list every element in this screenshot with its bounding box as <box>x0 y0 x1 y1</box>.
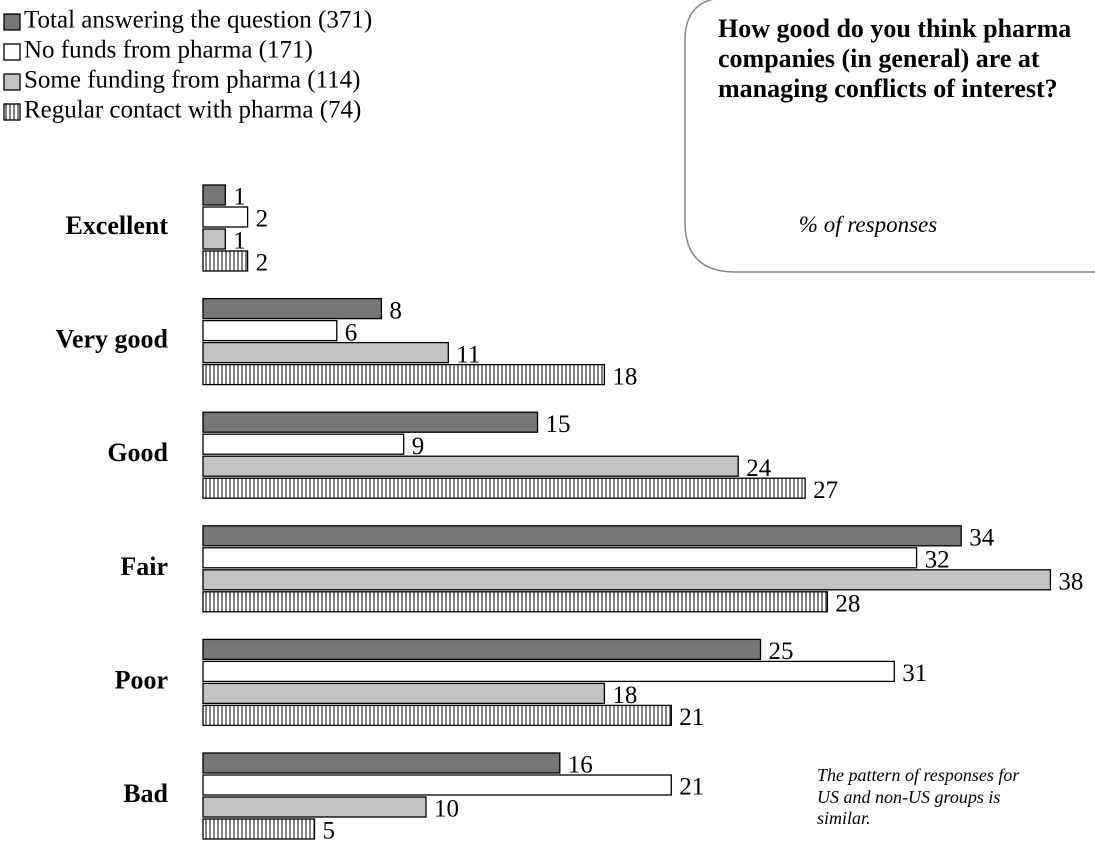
value-label: 1 <box>233 228 246 255</box>
value-label: 9 <box>412 433 425 460</box>
value-label: 1 <box>233 184 246 211</box>
bar <box>202 206 249 228</box>
bar <box>202 363 606 386</box>
chart-title: How good do you think pharma companies (… <box>718 14 1072 103</box>
bar <box>202 704 672 727</box>
bar <box>202 638 762 661</box>
value-label: 8 <box>389 297 402 324</box>
value-label: 31 <box>902 660 927 687</box>
value-label: 11 <box>456 341 480 368</box>
value-label: 24 <box>746 455 772 482</box>
legend-label: Some funding from pharma (114) <box>24 67 361 94</box>
value-label: 18 <box>612 682 637 709</box>
bar <box>202 818 316 840</box>
value-label: 21 <box>679 774 704 801</box>
bar <box>202 569 1052 591</box>
category-label: Poor <box>115 665 168 694</box>
category-label: Bad <box>123 779 168 808</box>
bar <box>202 682 606 705</box>
value-label: 15 <box>546 411 571 438</box>
category-label: Very good <box>56 325 169 354</box>
bar <box>202 752 561 774</box>
category-label: Fair <box>120 552 168 581</box>
value-label: 5 <box>323 818 336 845</box>
bar <box>202 341 449 364</box>
title-box <box>684 0 1095 273</box>
value-label: 28 <box>835 591 860 618</box>
bar <box>202 455 739 477</box>
legend-swatch <box>3 103 21 121</box>
bar <box>202 591 829 613</box>
legend-swatch <box>3 43 21 61</box>
bar <box>202 660 895 683</box>
bar <box>202 477 806 499</box>
bar <box>202 319 338 342</box>
bar <box>202 411 539 433</box>
bar <box>202 433 405 455</box>
value-label: 34 <box>969 525 995 552</box>
value-label: 21 <box>679 704 704 731</box>
bar <box>202 774 672 796</box>
value-label: 2 <box>256 206 269 233</box>
category-label: Good <box>107 438 168 467</box>
chart-subtitle: % of responses <box>798 212 938 237</box>
value-label: 6 <box>345 319 358 346</box>
bar <box>202 796 427 818</box>
value-label: 16 <box>568 752 593 779</box>
bar <box>202 297 383 320</box>
value-label: 27 <box>813 477 838 504</box>
value-label: 18 <box>612 363 637 390</box>
legend-label: Total answering the question (371) <box>24 7 372 34</box>
annotation: The pattern of responses for US and non-… <box>817 765 1020 828</box>
bar <box>202 228 226 250</box>
category-label: Excellent <box>65 211 168 240</box>
value-label: 2 <box>256 250 269 277</box>
value-label: 10 <box>434 796 459 823</box>
legend-label: No funds from pharma (171) <box>24 37 313 64</box>
bar <box>202 250 249 272</box>
bar <box>202 525 962 547</box>
value-label: 38 <box>1058 569 1083 596</box>
value-label: 25 <box>769 638 794 665</box>
bar <box>202 547 918 569</box>
value-label: 32 <box>925 547 950 574</box>
legend-label: Regular contact with pharma (74) <box>24 97 361 124</box>
legend-swatch <box>3 73 21 91</box>
bar <box>202 184 226 206</box>
legend-swatch <box>3 13 21 31</box>
